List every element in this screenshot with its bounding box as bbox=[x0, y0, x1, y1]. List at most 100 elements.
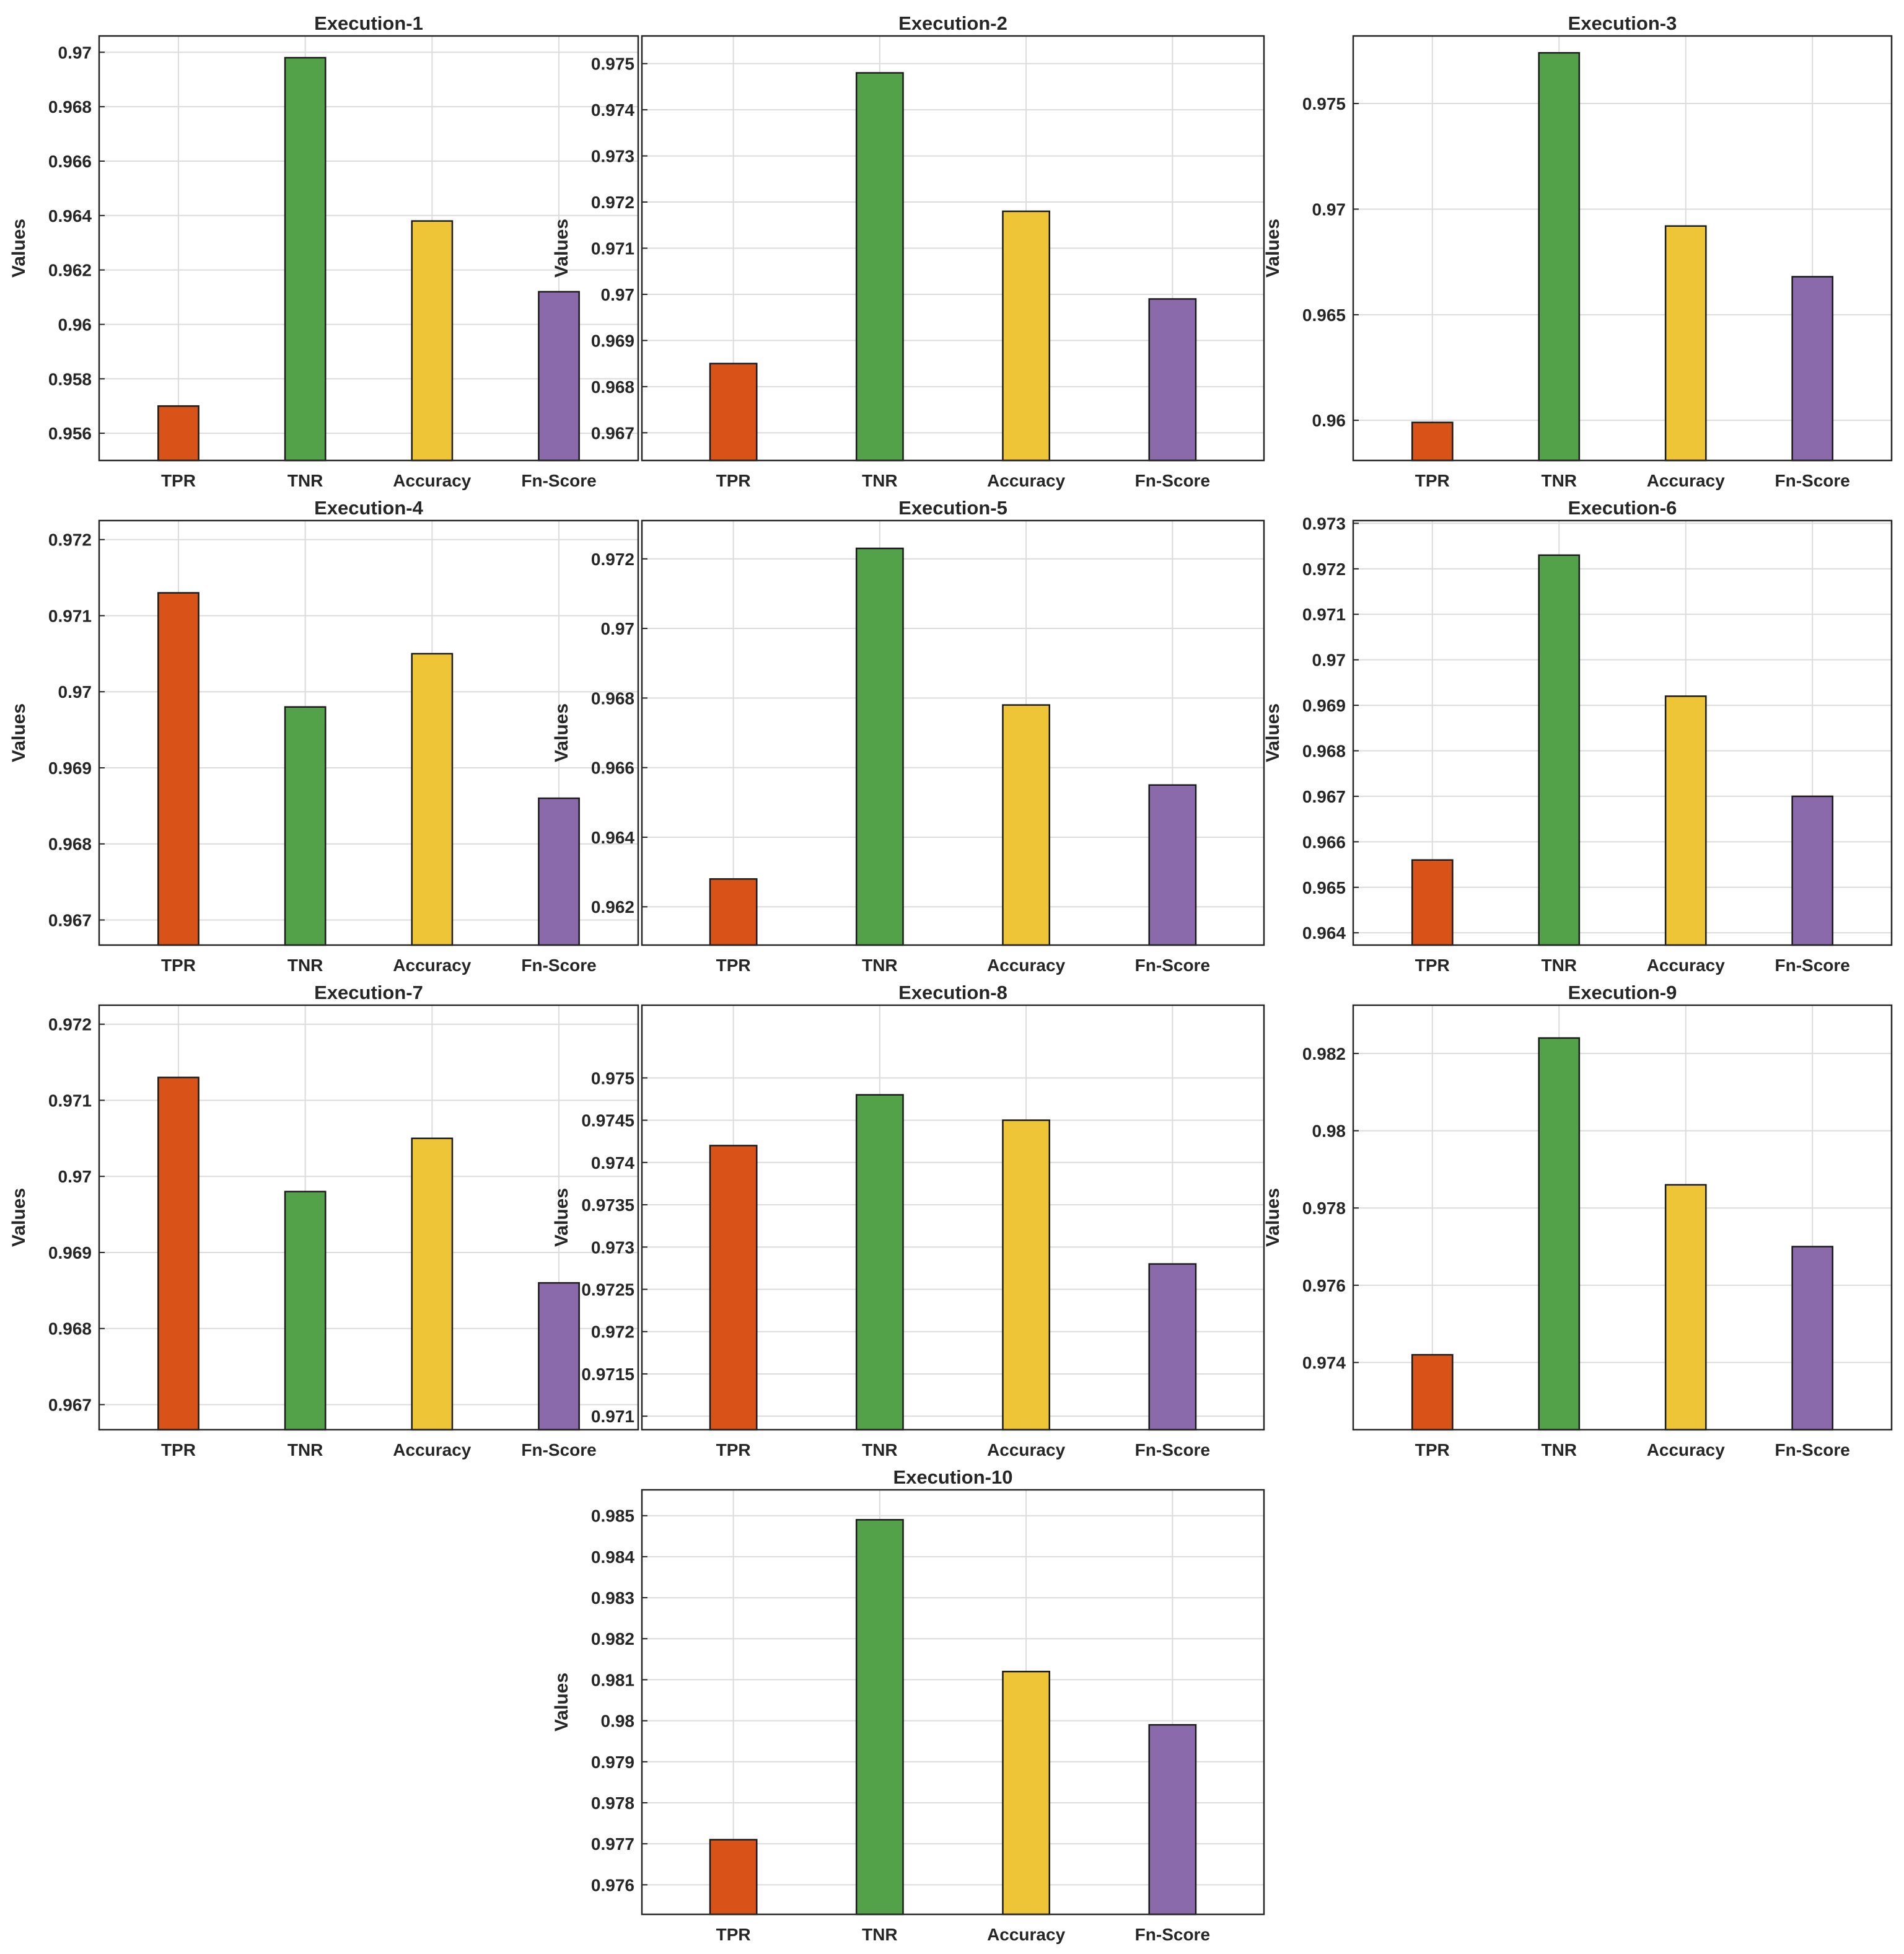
panel-1-ytick-label-6: 0.966 bbox=[48, 152, 92, 171]
panel-1-ytick-label-5: 0.964 bbox=[48, 206, 92, 226]
panel-9-xtick-label-tpr: TPR bbox=[1415, 1440, 1450, 1459]
panel-3-ylabel: Values bbox=[1263, 219, 1283, 278]
panel-10-ytick-label-3: 0.978 bbox=[591, 1793, 634, 1813]
panel-8-xtick-label-accuracy: Accuracy bbox=[987, 1440, 1066, 1459]
panel-8-xtick-label-tnr: TNR bbox=[862, 1440, 898, 1459]
panel-8-ytick-label-4: 0.9725 bbox=[581, 1280, 634, 1299]
panel-9: 0.974 0.976 0.978 0.98 0.982 TPR TNR Accuracy Fn… bbox=[1263, 982, 1893, 1459]
panel-2-ylabel: Values bbox=[551, 219, 572, 278]
panel-2-xtick-label-accuracy: Accuracy bbox=[987, 471, 1066, 490]
panel-2-ytick-label-8: 0.974 bbox=[591, 100, 634, 120]
panel-6-xtick-label-fn-score: Fn-Score bbox=[1775, 956, 1850, 975]
panel-6-ytick-label-6: 0.969 bbox=[1302, 696, 1346, 715]
panel-6-xtick-label-tpr: TPR bbox=[1415, 956, 1450, 975]
panel-4-xtick-label-tpr: TPR bbox=[161, 956, 196, 975]
panel-2-ytick-label-5: 0.971 bbox=[591, 239, 634, 258]
panel-7-ytick-label-5: 0.971 bbox=[48, 1091, 92, 1110]
panel-8-xtick-label-tpr: TPR bbox=[716, 1440, 751, 1459]
panel-10-xtick-label-fn-score: Fn-Score bbox=[1135, 1925, 1210, 1944]
panel-2-ytick-label-4: 0.97 bbox=[601, 285, 635, 304]
panel-10: 0.976 0.977 0.978 0.979 0.98 0.981 0.982 0.983 0… bbox=[551, 1466, 1265, 1944]
panel-5-ytick-label-5: 0.97 bbox=[601, 619, 635, 638]
panel-4: 0.967 0.968 0.969 0.97 0.971 0.972 TPR TNR Accur… bbox=[9, 497, 639, 975]
panel-7-xtick-label-tpr: TPR bbox=[161, 1440, 196, 1459]
panel-9-ylabel: Values bbox=[1263, 1188, 1283, 1247]
panel-9-ytick-label-5: 0.982 bbox=[1302, 1044, 1346, 1063]
panel-1-xtick-label-tpr: TPR bbox=[161, 471, 196, 490]
panel-8-axes-frame bbox=[641, 1004, 1265, 1431]
panel-2-ytick-label-1: 0.967 bbox=[591, 423, 634, 442]
panel-3: 0.96 0.965 0.97 0.975 TPR TNR Accuracy Fn-Score… bbox=[1263, 12, 1893, 490]
panel-8-bar-tpr bbox=[709, 1145, 758, 1431]
panel-2-bar-tnr bbox=[855, 72, 904, 462]
panel-4-bar-tpr bbox=[157, 592, 200, 946]
panel-4-ytick-label-3: 0.969 bbox=[48, 759, 92, 778]
panel-4-ytick-label-6: 0.972 bbox=[48, 530, 92, 550]
panel-2-ytick-label-6: 0.972 bbox=[591, 193, 634, 212]
panel-8: 0.971 0.9715 0.972 0.9725 0.973 0.9735 0.974 0.… bbox=[551, 982, 1265, 1459]
panel-2-bar-fn-score bbox=[1148, 298, 1197, 462]
panel-3-ytick-label-1: 0.96 bbox=[1312, 411, 1346, 430]
panel-10-bar-tnr bbox=[855, 1519, 904, 1916]
panel-2-xtick-label-tpr: TPR bbox=[716, 471, 751, 490]
panel-4-ylabel: Values bbox=[9, 703, 29, 762]
panel-10-ytick-label-6: 0.981 bbox=[591, 1670, 634, 1689]
panel-10-ylabel: Values bbox=[551, 1673, 572, 1732]
panel-3-xtick-label-tnr: TNR bbox=[1541, 471, 1577, 490]
panel-6-ytick-label-8: 0.971 bbox=[1302, 605, 1346, 624]
panel-3-bar-tnr bbox=[1538, 52, 1581, 462]
panel-8-ytick-label-6: 0.9735 bbox=[581, 1195, 634, 1215]
panel-7-bar-tnr bbox=[284, 1190, 327, 1431]
panel-5-ytick-label-2: 0.964 bbox=[591, 828, 634, 847]
panel-6-bar-tpr bbox=[1411, 859, 1454, 946]
panel-10-ytick-label-9: 0.984 bbox=[591, 1547, 634, 1567]
panel-3-ytick-label-3: 0.97 bbox=[1312, 200, 1346, 219]
panel-5-bar-accuracy bbox=[1002, 704, 1051, 946]
panel-7-bar-accuracy bbox=[411, 1137, 454, 1431]
panel-1-bar-fn-score bbox=[538, 291, 580, 462]
panel-4-title: Execution-4 bbox=[314, 497, 423, 519]
panel-10-ytick-label-1: 0.976 bbox=[591, 1875, 634, 1895]
panel-6-bar-fn-score bbox=[1791, 795, 1834, 946]
panel-5-xtick-label-tnr: TNR bbox=[862, 956, 898, 975]
panel-5-bar-tnr bbox=[855, 547, 904, 946]
panel-1-bar-tpr bbox=[157, 405, 200, 462]
panel-9-xtick-label-fn-score: Fn-Score bbox=[1775, 1440, 1850, 1459]
panel-6-title: Execution-6 bbox=[1568, 497, 1677, 519]
panel-4-bar-fn-score bbox=[538, 797, 580, 946]
panel-1-ytick-label-7: 0.968 bbox=[48, 97, 92, 117]
panel-5-bar-fn-score bbox=[1148, 784, 1197, 946]
panel-10-xtick-label-tnr: TNR bbox=[862, 1925, 898, 1944]
panel-4-xtick-label-tnr: TNR bbox=[287, 956, 323, 975]
panel-2-ytick-label-3: 0.969 bbox=[591, 331, 634, 350]
panel-3-xtick-label-tpr: TPR bbox=[1415, 471, 1450, 490]
panel-10-xtick-label-accuracy: Accuracy bbox=[987, 1925, 1066, 1944]
panel-10-xtick-label-tpr: TPR bbox=[716, 1925, 751, 1944]
panel-8-ytick-label-9: 0.975 bbox=[591, 1068, 634, 1088]
panel-8-bar-accuracy bbox=[1002, 1119, 1051, 1431]
panel-3-ytick-label-2: 0.965 bbox=[1302, 306, 1346, 325]
panel-7-ytick-label-2: 0.968 bbox=[48, 1319, 92, 1339]
panel-8-ytick-label-5: 0.973 bbox=[591, 1238, 634, 1257]
panel-10-bar-fn-score bbox=[1148, 1723, 1197, 1916]
panel-8-bar-fn-score bbox=[1148, 1263, 1197, 1431]
panel-1-axes-frame bbox=[98, 35, 639, 462]
panel-7-bar-tpr bbox=[157, 1076, 200, 1431]
panel-1-ytick-label-4: 0.962 bbox=[48, 261, 92, 280]
panel-7: 0.967 0.968 0.969 0.97 0.971 0.972 TPR TNR Accur… bbox=[9, 982, 639, 1459]
panel-10-bar-tpr bbox=[709, 1839, 758, 1916]
panel-9-xtick-label-tnr: TNR bbox=[1541, 1440, 1577, 1459]
panel-9-bar-accuracy bbox=[1664, 1184, 1707, 1431]
panel-7-xtick-label-fn-score: Fn-Score bbox=[521, 1440, 596, 1459]
panel-10-ytick-label-5: 0.98 bbox=[601, 1712, 635, 1731]
panel-7-axes-frame bbox=[98, 1004, 639, 1431]
panel-1-bar-tnr bbox=[284, 56, 327, 462]
panel-5-ytick-label-1: 0.962 bbox=[591, 897, 634, 917]
panel-9-axes-frame bbox=[1352, 1004, 1893, 1431]
panel-3-title: Execution-3 bbox=[1568, 12, 1677, 34]
panel-3-bar-accuracy bbox=[1664, 225, 1707, 462]
panel-8-ytick-label-3: 0.972 bbox=[591, 1322, 634, 1342]
panel-8-ytick-label-8: 0.9745 bbox=[581, 1111, 634, 1130]
panel-6-ytick-label-1: 0.964 bbox=[1302, 923, 1346, 943]
panel-5-ytick-label-3: 0.966 bbox=[591, 759, 634, 778]
